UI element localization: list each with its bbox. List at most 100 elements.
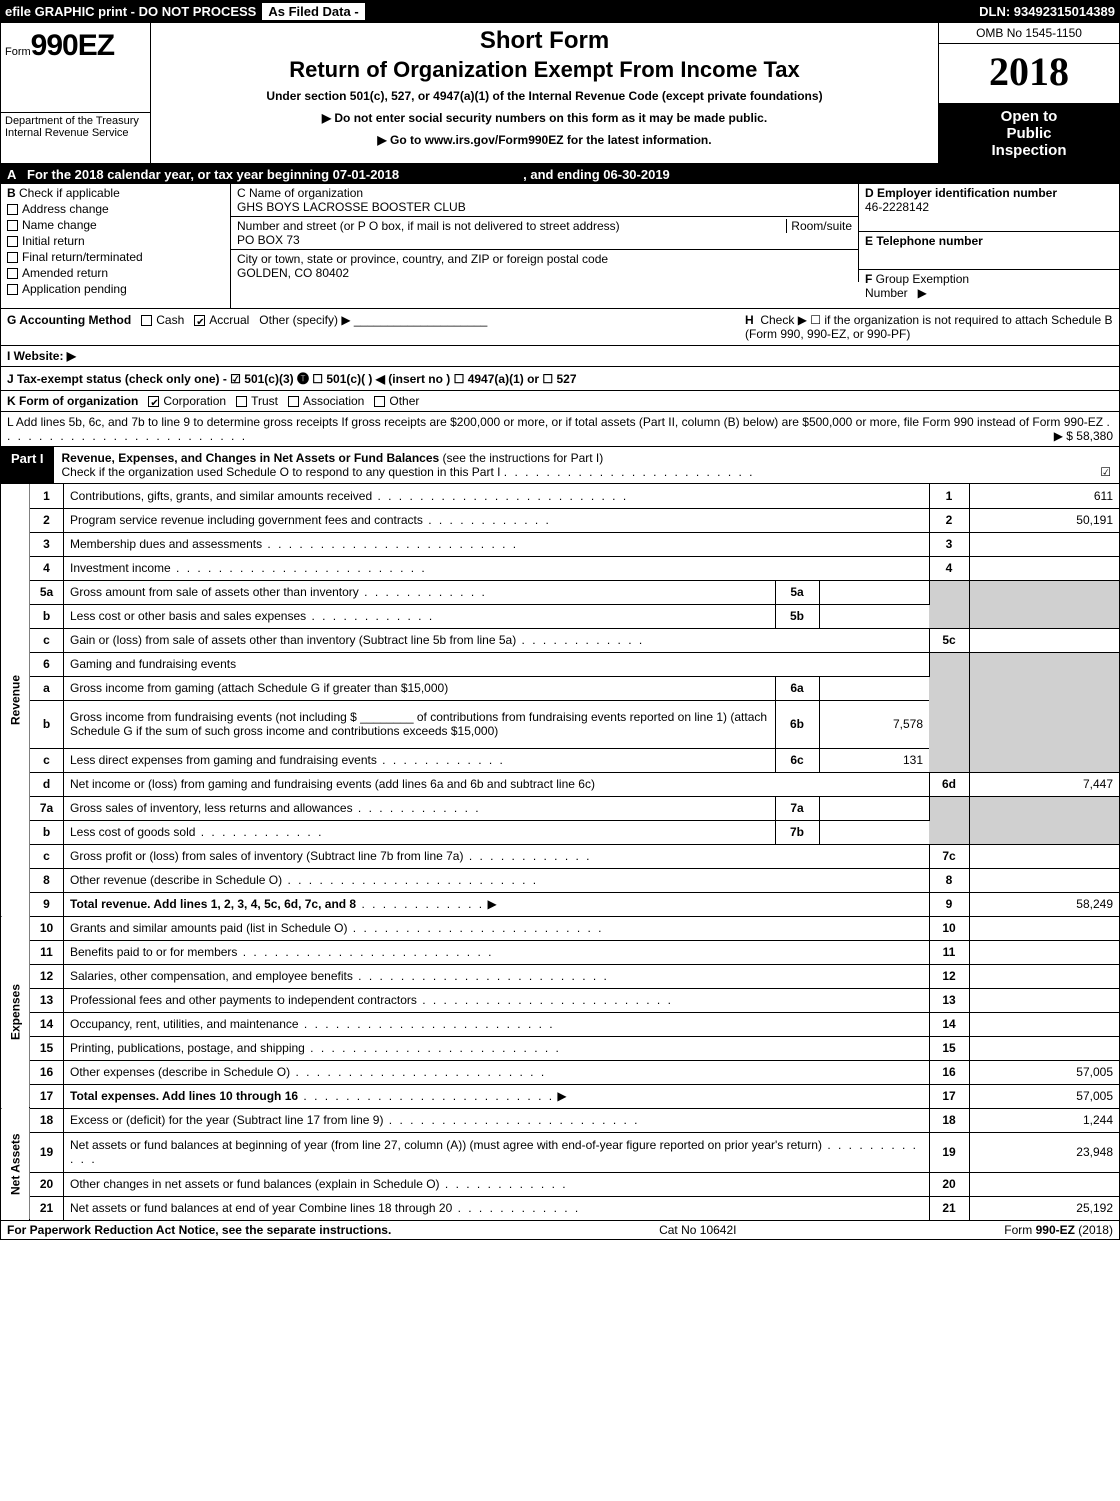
- checkbox-trust[interactable]: [236, 396, 247, 407]
- l7c-val: [969, 844, 1119, 868]
- checkbox-name-change[interactable]: [7, 220, 18, 231]
- l18-desc: Excess or (deficit) for the year (Subtra…: [70, 1113, 383, 1127]
- line-13: 13 Professional fees and other payments …: [1, 988, 1119, 1012]
- section-k: K Form of organization Corporation Trust…: [1, 391, 1119, 412]
- g-accrual: Accrual: [209, 313, 249, 327]
- section-a-end: , and ending 06-30-2019: [523, 167, 670, 182]
- l2-ln: 2: [929, 508, 969, 532]
- section-a-label: A: [7, 167, 23, 182]
- l7a-num: 7a: [30, 796, 64, 820]
- l12-desc: Salaries, other compensation, and employ…: [70, 969, 353, 983]
- line-7c: c Gross profit or (loss) from sales of i…: [1, 844, 1119, 868]
- checkbox-initial-return[interactable]: [7, 236, 18, 247]
- l16-val: 57,005: [969, 1060, 1119, 1084]
- grey-6-val: [969, 652, 1119, 772]
- l-amount: ▶ $ 58,380: [1054, 429, 1113, 443]
- part-1-tab: Part I: [1, 447, 54, 483]
- grey-5-val: [969, 580, 1119, 628]
- c-name-label: C Name of organization: [237, 186, 852, 200]
- checkbox-address-change[interactable]: [7, 204, 18, 215]
- c-room-label: Room/suite: [786, 219, 852, 233]
- l12-val: [969, 964, 1119, 988]
- b-item-5: Application pending: [22, 282, 127, 296]
- part-1-check-line: Check if the organization used Schedule …: [62, 465, 501, 479]
- l-text: L Add lines 5b, 6c, and 7b to line 9 to …: [7, 415, 1103, 429]
- l21-num: 21: [30, 1196, 64, 1220]
- l20-val: [969, 1172, 1119, 1196]
- l17-desc: Total expenses. Add lines 10 through 16: [70, 1089, 298, 1103]
- l16-desc: Other expenses (describe in Schedule O): [70, 1065, 290, 1079]
- l6c-sub: 6c: [775, 748, 819, 772]
- l13-desc: Professional fees and other payments to …: [70, 993, 417, 1007]
- line-11: 11 Benefits paid to or for members 11: [1, 940, 1119, 964]
- inspection-box: Open to Public Inspection: [939, 104, 1119, 163]
- b-item-3: Final return/terminated: [22, 250, 143, 264]
- l5c-ln: 5c: [929, 628, 969, 652]
- l3-num: 3: [30, 532, 64, 556]
- irs-label: Internal Revenue Service: [5, 127, 146, 139]
- checkbox-assoc[interactable]: [288, 396, 299, 407]
- l7a-desc: Gross sales of inventory, less returns a…: [70, 801, 353, 815]
- checkbox-corp[interactable]: [148, 396, 159, 407]
- l20-num: 20: [30, 1172, 64, 1196]
- g-label: G Accounting Method: [7, 313, 131, 327]
- l6a-subval: [819, 676, 929, 700]
- l19-num: 19: [30, 1132, 64, 1172]
- l20-ln: 20: [929, 1172, 969, 1196]
- l6a-num: a: [30, 676, 64, 700]
- checkbox-cash[interactable]: [141, 315, 152, 326]
- section-l: L Add lines 5b, 6c, and 7b to line 9 to …: [1, 412, 1119, 447]
- l6b-num: b: [30, 700, 64, 748]
- checkbox-application-pending[interactable]: [7, 284, 18, 295]
- l19-desc: Net assets or fund balances at beginning…: [70, 1138, 822, 1152]
- section-c: C Name of organization GHS BOYS LACROSSE…: [231, 184, 859, 308]
- l8-num: 8: [30, 868, 64, 892]
- form-number: 990EZ: [31, 29, 114, 62]
- e-phone-label: E Telephone number: [865, 234, 1113, 248]
- line-6: 6 Gaming and fundraising events: [1, 652, 1119, 676]
- l1-num: 1: [30, 484, 64, 508]
- line-6d: d Net income or (loss) from gaming and f…: [1, 772, 1119, 796]
- section-a-begin: For the 2018 calendar year, or tax year …: [27, 167, 399, 182]
- l7a-sub: 7a: [775, 796, 819, 820]
- l3-val: [969, 532, 1119, 556]
- grey-6: [929, 652, 969, 772]
- l6d-num: d: [30, 772, 64, 796]
- section-gh: G Accounting Method Cash Accrual Other (…: [1, 309, 1119, 346]
- l3-ln: 3: [929, 532, 969, 556]
- part-1-title: Revenue, Expenses, and Changes in Net As…: [62, 451, 440, 465]
- l6d-val: 7,447: [969, 772, 1119, 796]
- short-form-title: Short Form: [159, 27, 930, 55]
- form-header: Form990EZ Department of the Treasury Int…: [1, 23, 1119, 165]
- l6c-subval: 131: [819, 748, 929, 772]
- l9-val: 58,249: [969, 892, 1119, 916]
- checkbox-accrual[interactable]: [194, 315, 205, 326]
- line-18: Net Assets 18 Excess or (deficit) for th…: [1, 1108, 1119, 1132]
- l14-ln: 14: [929, 1012, 969, 1036]
- line-19: 19 Net assets or fund balances at beginn…: [1, 1132, 1119, 1172]
- checkbox-amended-return[interactable]: [7, 268, 18, 279]
- l3-desc: Membership dues and assessments: [70, 537, 262, 551]
- footer-right: Form 990-EZ (2018): [1004, 1223, 1113, 1237]
- c-street-label: Number and street (or P O box, if mail i…: [237, 219, 620, 233]
- l7b-desc: Less cost of goods sold: [70, 825, 195, 839]
- form-number-box: Form990EZ: [1, 23, 150, 113]
- l7a-subval: [819, 796, 929, 820]
- checkbox-final-return[interactable]: [7, 252, 18, 263]
- l18-ln: 18: [929, 1108, 969, 1132]
- section-b: B Check if applicable Address change Nam…: [1, 184, 231, 308]
- line-14: 14 Occupancy, rent, utilities, and maint…: [1, 1012, 1119, 1036]
- side-revenue: Revenue: [1, 484, 30, 916]
- no-ssn-text: ▶ Do not enter social security numbers o…: [159, 111, 930, 125]
- l8-ln: 8: [929, 868, 969, 892]
- l7b-subval: [819, 820, 929, 844]
- checkbox-other-org[interactable]: [374, 396, 385, 407]
- l4-val: [969, 556, 1119, 580]
- l11-desc: Benefits paid to or for members: [70, 945, 237, 959]
- l5c-num: c: [30, 628, 64, 652]
- line-7a: 7a Gross sales of inventory, less return…: [1, 796, 1119, 820]
- l6a-desc: Gross income from gaming (attach Schedul…: [70, 681, 448, 695]
- line-5a: 5a Gross amount from sale of assets othe…: [1, 580, 1119, 604]
- l10-num: 10: [30, 916, 64, 940]
- goto-link[interactable]: ▶ Go to www.irs.gov/Form990EZ for the la…: [159, 133, 930, 147]
